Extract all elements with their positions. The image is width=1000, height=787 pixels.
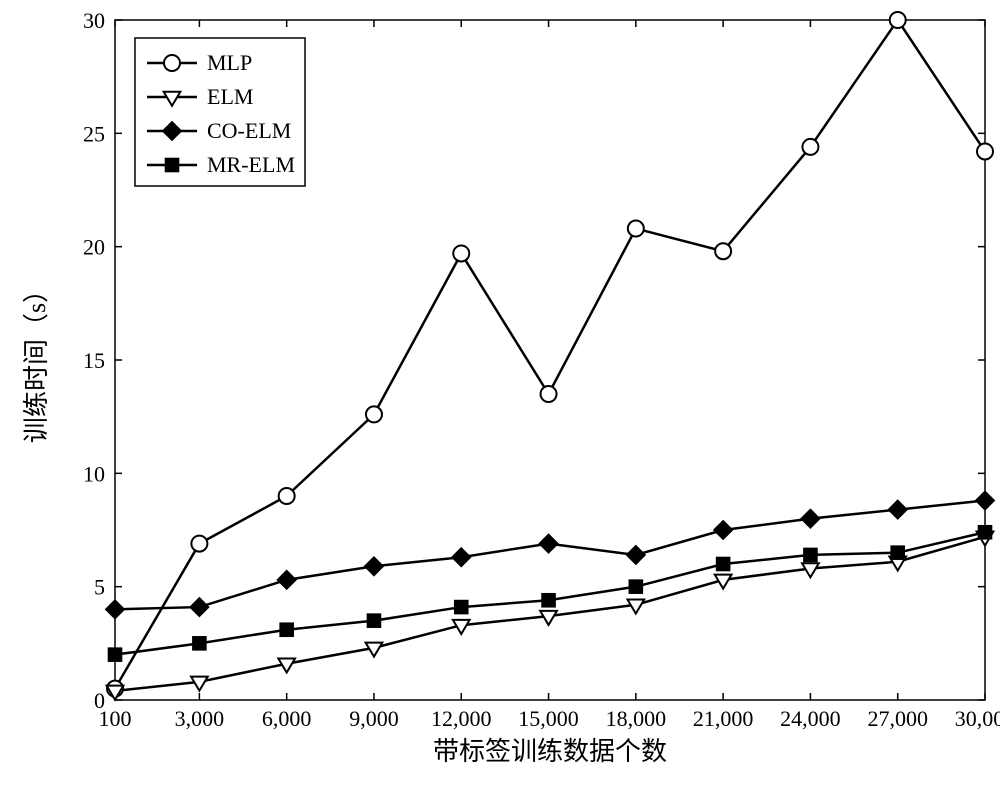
y-tick-label: 10: [83, 461, 105, 486]
y-tick-label: 0: [94, 688, 105, 713]
legend-label: CO-ELM: [207, 118, 291, 143]
legend-label: ELM: [207, 84, 253, 109]
marker-circle: [453, 245, 469, 261]
y-tick-label: 15: [83, 348, 105, 373]
marker-square: [716, 557, 730, 571]
marker-square: [108, 648, 122, 662]
marker-square: [280, 623, 294, 637]
y-tick-label: 30: [83, 8, 105, 33]
training-time-chart: 10 0 3,000 6,000 9,000 12,000 15,000 18,000 21,0…: [0, 0, 1000, 787]
marker-square: [629, 580, 643, 594]
x-tick-label: 12,000: [431, 706, 492, 731]
marker-circle: [366, 406, 382, 422]
marker-square: [454, 600, 468, 614]
marker-square: [165, 158, 179, 172]
x-tick-label: 9,000: [349, 706, 399, 731]
x-tick-label: 27,000: [867, 706, 928, 731]
y-tick-label: 5: [94, 575, 105, 600]
chart-svg: 10 0 3,000 6,000 9,000 12,000 15,000 18,000 21,0…: [0, 0, 1000, 787]
legend-label: MLP: [207, 50, 252, 75]
marker-circle: [279, 488, 295, 504]
marker-circle: [715, 243, 731, 259]
marker-square: [367, 614, 381, 628]
legend-label: MR-ELM: [207, 152, 295, 177]
x-tick-label: 3,000: [175, 706, 225, 731]
marker-square: [542, 593, 556, 607]
marker-circle: [890, 12, 906, 28]
x-tick-label: 21,000: [693, 706, 754, 731]
y-axis-label: 训练时间（s）: [22, 277, 51, 443]
marker-circle: [802, 139, 818, 155]
x-tick-label: 6,000: [262, 706, 312, 731]
y-tick-label: 20: [83, 235, 105, 260]
marker-square: [193, 637, 207, 651]
x-tick-label: 18,000: [606, 706, 667, 731]
marker-square: [804, 548, 818, 562]
marker-circle: [541, 386, 557, 402]
x-tick-label: 24,000: [780, 706, 841, 731]
marker-circle: [191, 536, 207, 552]
x-tick-label: 30,000: [955, 706, 1000, 731]
x-tick-label: 15,000: [518, 706, 579, 731]
x-axis-label: 带标签训练数据个数: [433, 737, 667, 766]
marker-square: [891, 546, 905, 560]
marker-circle: [977, 143, 993, 159]
marker-circle: [628, 221, 644, 237]
y-tick-label: 25: [83, 121, 105, 146]
marker-square: [978, 525, 992, 539]
marker-circle: [164, 55, 180, 71]
